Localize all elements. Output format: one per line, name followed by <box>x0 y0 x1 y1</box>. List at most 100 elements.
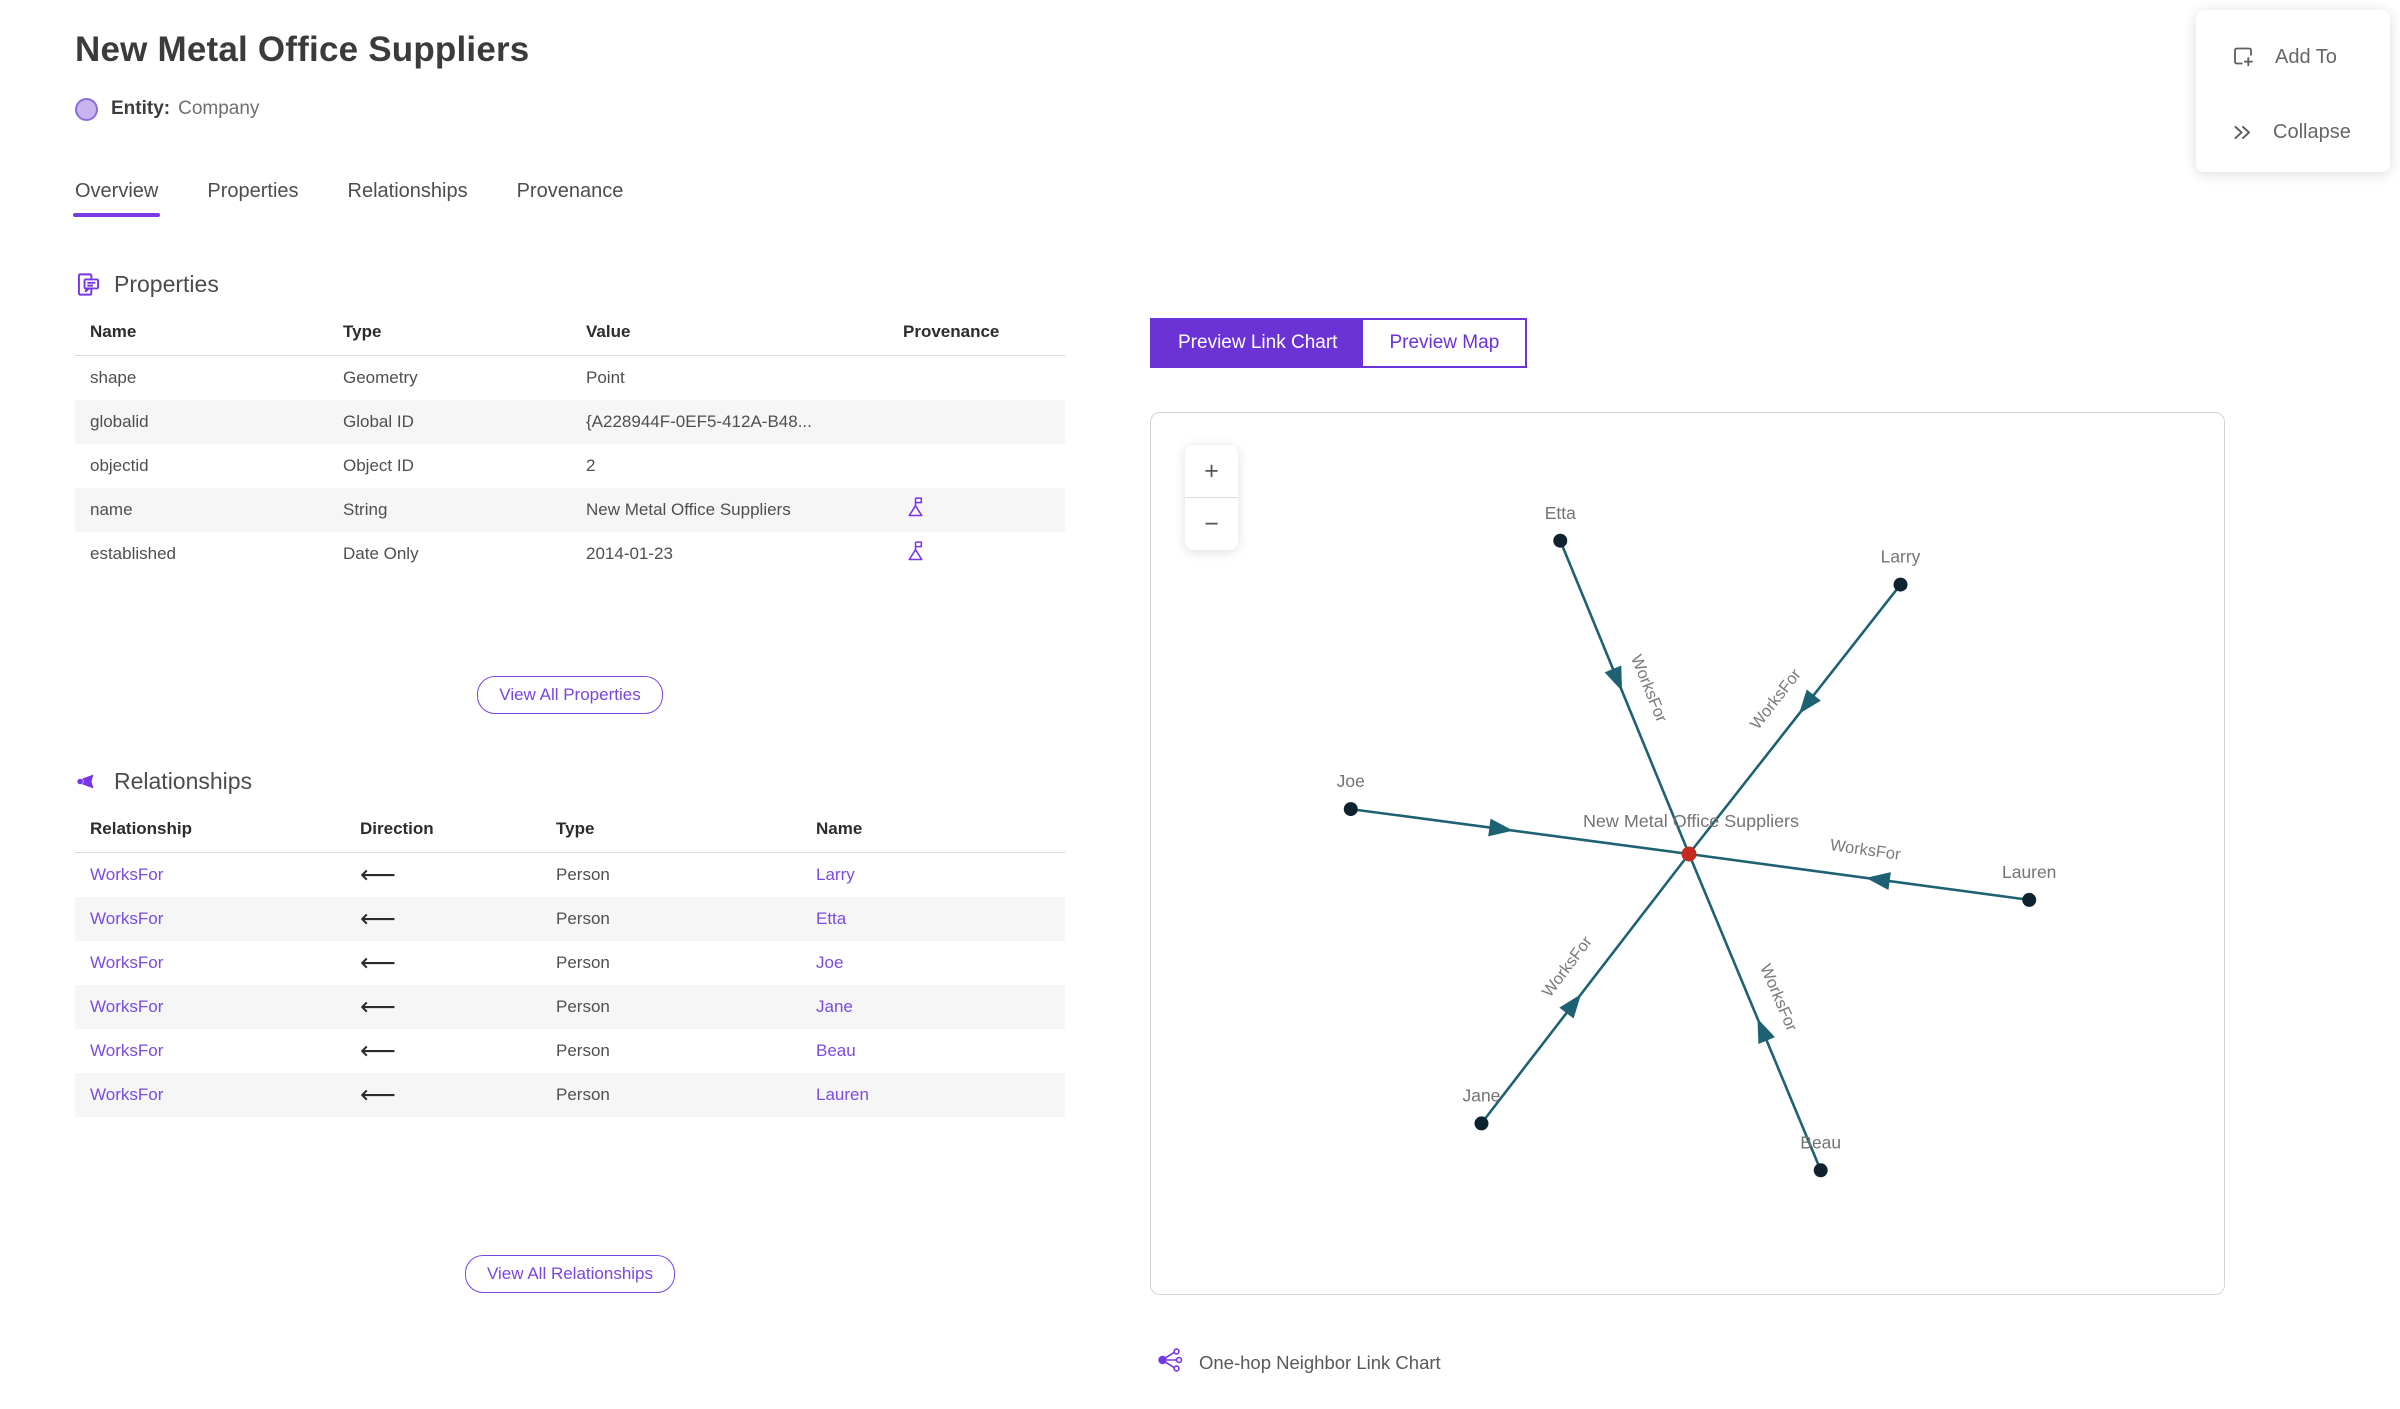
column-header-value: Value <box>586 322 631 341</box>
link-chart-graph[interactable]: WorksFor WorksFor WorksFor WorksFor WorksFor… <box>1151 413 2224 1294</box>
graph-edge-jane <box>1480 853 1691 1125</box>
graph-edge-arrow-beau <box>1757 1018 1775 1045</box>
relationship-link[interactable]: WorksFor <box>90 865 164 884</box>
preview-map-tab[interactable]: Preview Map <box>1363 320 1526 366</box>
graph-edge-arrow-jane <box>1559 994 1582 1019</box>
tab-overview[interactable]: Overview <box>72 180 161 217</box>
collapse-label: Collapse <box>2273 120 2351 143</box>
zoom-out-button[interactable]: − <box>1185 498 1238 550</box>
add-to-label: Add To <box>2275 45 2337 68</box>
graph-edge-beau <box>1687 853 1822 1171</box>
graph-edge-lauren <box>1688 852 2030 902</box>
property-provenance <box>888 495 1065 525</box>
property-type: Global ID <box>343 412 414 431</box>
direction-arrow: ⟵ <box>360 994 396 1020</box>
property-value: {A228944F-0EF5-412A-B48... <box>586 412 812 431</box>
table-row: WorksFor ⟵ Person Jane <box>75 985 1065 1029</box>
tab-properties[interactable]: Properties <box>207 180 299 202</box>
related-entity-name[interactable]: Lauren <box>816 1085 869 1104</box>
relationship-link[interactable]: WorksFor <box>90 909 164 928</box>
view-all-relationships-button[interactable]: View All Relationships <box>465 1255 675 1293</box>
column-header-type: Type <box>343 322 382 341</box>
properties-icon <box>75 271 102 298</box>
related-entity-type: Person <box>556 997 610 1016</box>
relationship-link[interactable]: WorksFor <box>90 953 164 972</box>
relationships-section-title: Relationships <box>114 768 253 794</box>
graph-edge-arrow-larry <box>1798 689 1821 714</box>
graph-node-label-larry: Larry <box>1881 547 1921 567</box>
zoom-in-button[interactable]: + <box>1185 445 1238 497</box>
relationship-link[interactable]: WorksFor <box>90 1041 164 1060</box>
graph-node-larry[interactable] <box>1893 577 1908 592</box>
graph-edge-arrow-joe <box>1488 818 1514 837</box>
direction-arrow: ⟵ <box>360 1082 396 1108</box>
view-all-properties-button[interactable]: View All Properties <box>477 676 663 714</box>
add-to-button[interactable]: Add To <box>2228 42 2390 72</box>
properties-section-header: Properties <box>75 271 1065 298</box>
graph-edge-label-2: WorksFor <box>1829 836 1902 864</box>
related-entity-type: Person <box>556 1085 610 1104</box>
chart-caption-row: One-hop Neighbor Link Chart <box>1155 1345 2226 1380</box>
graph-node-jane[interactable] <box>1474 1116 1489 1131</box>
graph-edge-label-0: WorksFor <box>1627 652 1670 725</box>
table-row: established Date Only 2014-01-23 <box>75 532 1065 576</box>
provenance-flag-icon[interactable] <box>903 539 928 564</box>
related-entity-type: Person <box>556 1041 610 1060</box>
property-type: Object ID <box>343 456 414 475</box>
preview-panel: Preview Link Chart Preview Map + − WorksF… <box>1150 318 2226 1380</box>
graph-edge-label-3: WorksFor <box>1539 933 1596 1001</box>
property-value: New Metal Office Suppliers <box>586 500 791 519</box>
related-entity-type: Person <box>556 909 610 928</box>
property-type: String <box>343 500 388 519</box>
property-provenance <box>888 539 1065 569</box>
graph-node-label-etta: Etta <box>1545 503 1576 523</box>
tab-bar: Overview Properties Relationships Provenanc… <box>72 180 1065 217</box>
related-entity-name[interactable]: Joe <box>816 953 844 972</box>
relationship-link[interactable]: WorksFor <box>90 997 164 1016</box>
column-header-relationship: Relationship <box>90 819 193 838</box>
provenance-flag-icon[interactable] <box>903 495 928 520</box>
entity-type-row: Entity: Company <box>75 96 1065 122</box>
preview-link-chart-tab[interactable]: Preview Link Chart <box>1152 320 1364 366</box>
entity-details-panel: New Metal Office Suppliers Entity: Compa… <box>72 30 1065 1293</box>
property-name: globalid <box>90 412 149 431</box>
property-type: Geometry <box>343 368 418 387</box>
table-row: WorksFor ⟵ Person Larry <box>75 853 1065 897</box>
graph-node-lauren[interactable] <box>2022 892 2037 907</box>
graph-node-etta[interactable] <box>1553 533 1568 548</box>
link-chart-icon <box>1155 1345 1185 1380</box>
column-header-name: Name <box>816 819 863 838</box>
entity-type-icon <box>75 97 98 121</box>
graph-node-joe[interactable] <box>1343 802 1358 817</box>
entity-label: Entity: <box>111 98 171 119</box>
tab-relationships[interactable]: Relationships <box>347 180 468 202</box>
table-row: globalid Global ID {A228944F-0EF5-412A-B48… <box>75 400 1065 444</box>
graph-center-node-label: New Metal Office Suppliers <box>1583 811 1799 831</box>
quick-actions-card: Add To Collapse <box>2196 10 2390 172</box>
graph-edge-arrow-lauren <box>1865 872 1891 890</box>
graph-node-beau[interactable] <box>1813 1163 1828 1178</box>
column-header-name: Name <box>90 322 137 341</box>
related-entity-name[interactable]: Larry <box>816 865 855 884</box>
column-header-provenance: Provenance <box>903 322 1000 341</box>
entity-type-value: Company <box>178 98 260 119</box>
relationships-icon <box>75 768 102 795</box>
related-entity-name[interactable]: Jane <box>816 997 853 1016</box>
table-row: WorksFor ⟵ Person Joe <box>75 941 1065 985</box>
related-entity-type: Person <box>556 953 610 972</box>
related-entity-name[interactable]: Etta <box>816 909 847 928</box>
collapse-button[interactable]: Collapse <box>2228 118 2390 146</box>
properties-section-title: Properties <box>114 271 219 297</box>
relationship-link[interactable]: WorksFor <box>90 1085 164 1104</box>
graph-edge-etta <box>1559 540 1691 855</box>
direction-arrow: ⟵ <box>360 862 396 888</box>
page-title: New Metal Office Suppliers <box>75 30 530 69</box>
tab-provenance[interactable]: Provenance <box>516 180 624 202</box>
relationships-table: Relationship Direction Type Name WorksFor ⟵ Pe… <box>75 819 1065 1117</box>
related-entity-name[interactable]: Beau <box>816 1041 856 1060</box>
graph-node-label-lauren: Lauren <box>2002 862 2056 882</box>
graph-edge-joe <box>1350 807 1690 856</box>
property-name: objectid <box>90 456 149 475</box>
graph-center-node[interactable] <box>1681 846 1697 862</box>
property-value: Point <box>586 368 625 387</box>
